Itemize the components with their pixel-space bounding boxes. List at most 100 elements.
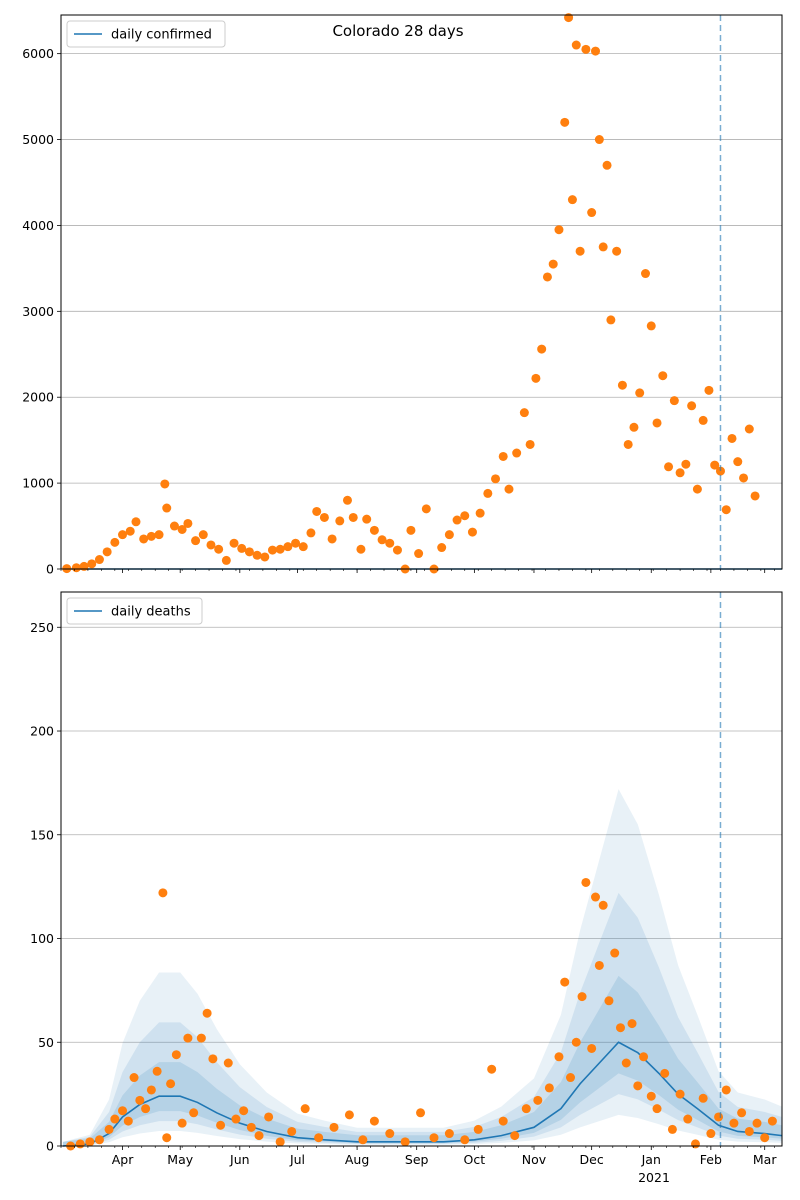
data-point [460,1135,470,1145]
data-point [214,544,224,554]
data-point [660,1068,670,1078]
data-point [598,242,608,252]
data-point [704,385,714,395]
x-tick-label: Jan [641,1152,661,1167]
data-point [504,484,514,494]
confirmed-axes-frame [60,14,783,570]
x-tick-label: Apr [112,1152,134,1167]
data-point [160,479,170,489]
data-point [531,373,541,383]
data-point [246,1122,256,1132]
y-tick-label: 4000 [22,218,54,233]
data-point [512,448,522,458]
data-point [166,1079,176,1089]
y-tick-label: 200 [30,724,54,739]
data-point [767,1116,777,1126]
data-point [85,1137,95,1147]
data-point [714,1112,724,1122]
data-point [191,536,201,546]
data-point [621,1058,631,1068]
confirmed-y-ticks: 0 1000 2000 3000 4000 5000 6000 [22,46,61,577]
data-point [564,13,574,23]
data-point [327,534,337,544]
data-point [206,540,216,550]
data-point [356,544,366,554]
data-point [314,1133,324,1143]
data-point [737,1108,747,1118]
data-point [615,1023,625,1033]
data-point [104,1124,114,1134]
data-point [139,534,149,544]
data-point [760,1133,770,1143]
data-point [581,877,591,887]
data-point [602,160,612,170]
data-point [587,208,597,218]
data-point [635,388,645,398]
confirmed-legend-box [66,20,226,48]
y-tick-label: 50 [38,1035,54,1050]
y-tick-label: 100 [30,931,54,946]
data-point [521,1104,531,1114]
data-point [414,549,424,559]
data-point [183,1033,193,1043]
data-point [71,563,81,573]
data-point [629,422,639,432]
y-tick-label: 250 [30,620,54,635]
data-point [298,542,308,552]
data-point [640,269,650,279]
data-point [721,505,731,515]
data-point [733,457,743,467]
data-point [646,321,656,331]
x-tick-label: Nov [522,1152,547,1167]
data-point [146,531,156,541]
data-point [189,1108,199,1118]
data-point [131,517,141,527]
data-point [604,996,614,1006]
data-point [267,545,277,555]
data-point [291,538,301,548]
data-point [560,117,570,127]
data-point [669,396,679,406]
data-point [416,1108,426,1118]
data-point [392,545,402,555]
data-point [554,225,564,235]
data-point [587,1043,597,1053]
confirmed-panel: 0 1000 2000 3000 4000 5000 6000 Colorado 28 da… [22,13,783,577]
x-tick-label: Feb [700,1152,722,1167]
data-point [94,1135,104,1145]
data-point [342,495,352,505]
confirmed-legend-label: daily confirmed [111,28,212,43]
data-point [591,892,601,902]
deaths-legend: daily deaths [66,597,203,625]
data-point [75,1139,85,1149]
data-point [566,1073,576,1083]
data-point [141,1104,151,1114]
y-tick-label: 0 [46,1139,54,1154]
y-tick-label: 3000 [22,304,54,319]
data-point [264,1112,274,1122]
x-tick-label: Sep [405,1152,429,1167]
data-point [437,543,447,553]
deaths-uncertainty-bands [62,789,782,1146]
data-point [544,1083,554,1093]
data-point [591,46,601,56]
data-point [252,550,262,560]
data-point [542,272,552,282]
data-point [183,518,193,528]
deaths-panel: 0 50 100 150 200 250 Apr May Jun Jul Aug Sep Oct Nov… [30,591,783,1185]
data-point [567,195,577,205]
data-point [110,1114,120,1124]
y-tick-label: 150 [30,827,54,842]
data-point [610,948,620,958]
data-point [698,415,708,425]
data-point [681,459,691,469]
data-point [652,418,662,428]
data-point [208,1054,218,1064]
data-point [171,1050,181,1060]
data-point [216,1120,226,1130]
data-point [537,344,547,354]
data-point [744,1126,754,1136]
data-point [335,516,345,526]
data-point [475,508,485,518]
data-point [196,1033,206,1043]
